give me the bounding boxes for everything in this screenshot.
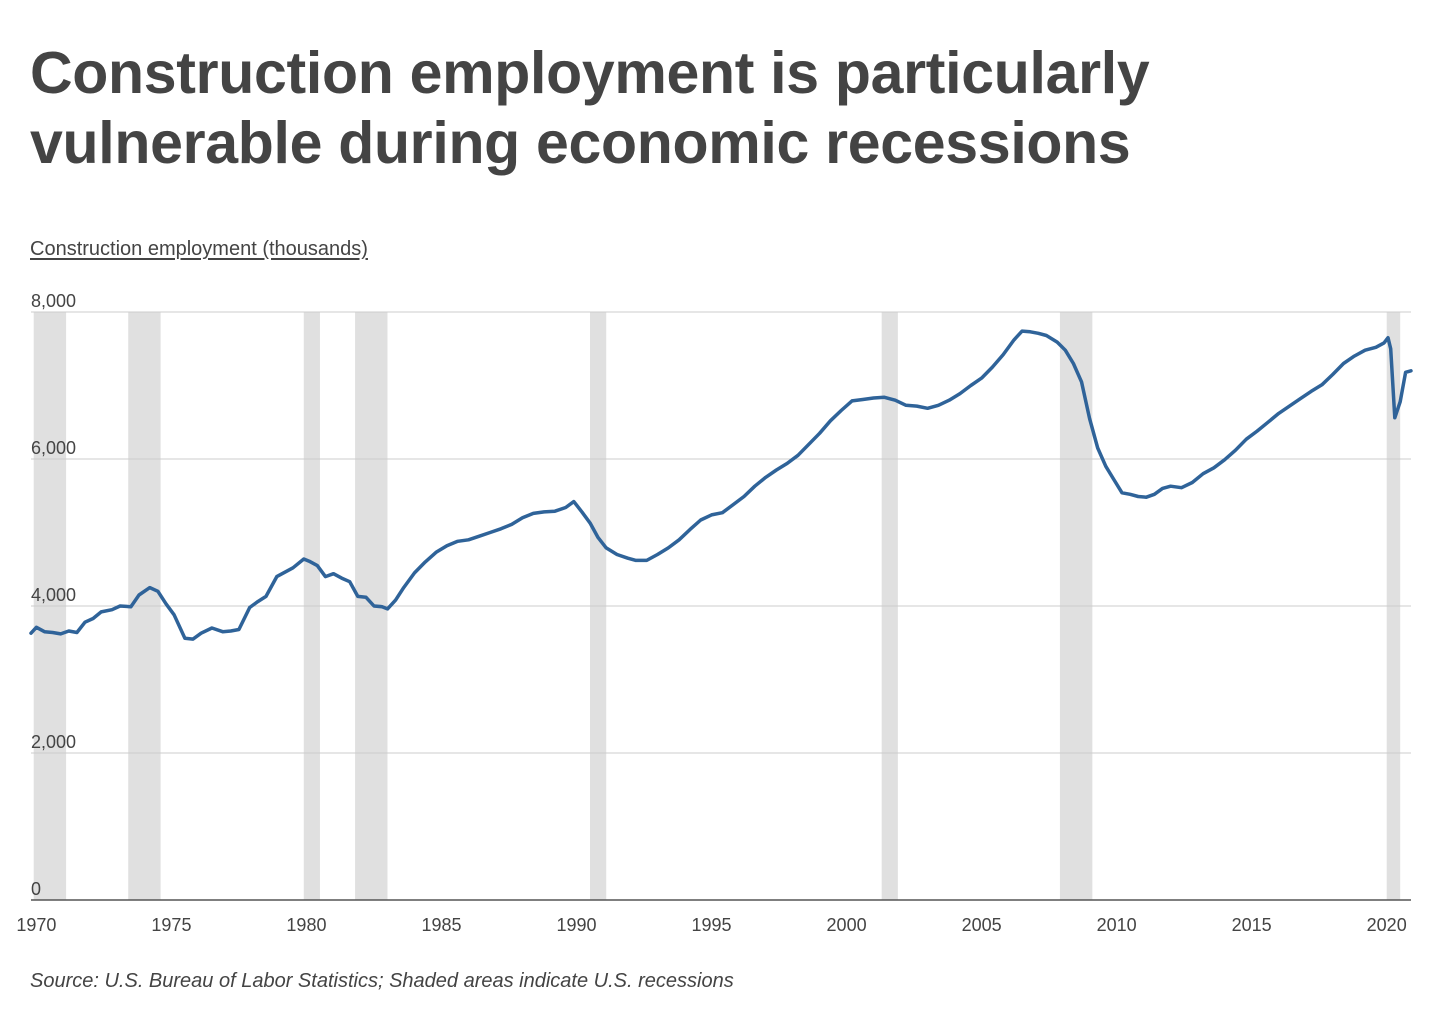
series-layer xyxy=(29,329,1413,641)
x-tick-label: 1995 xyxy=(692,915,732,935)
y-tick-labels-layer: 0 2,000 4,000 6,000 8,000 xyxy=(31,291,76,899)
gridlines-layer xyxy=(31,311,1411,901)
x-tick-labels-layer: 1970 1975 1980 1985 1990 1995 2000 2005 2010 2015… xyxy=(16,915,1406,935)
x-tick-label: 2015 xyxy=(1232,915,1272,935)
x-tick-label: 2020 xyxy=(1367,915,1407,935)
chart-title: Construction employment is particularly … xyxy=(30,40,1150,176)
x-tick-label: 1970 xyxy=(16,915,56,935)
x-tick-label: 2000 xyxy=(827,915,867,935)
series-line xyxy=(29,329,1413,641)
x-tick-label: 1975 xyxy=(151,915,191,935)
source-note: Source: U.S. Bureau of Labor Statistics;… xyxy=(30,970,734,992)
y-tick-label: 0 xyxy=(31,879,41,899)
y-tick-label: 4,000 xyxy=(31,585,76,605)
y-axis-title: Construction employment (thousands) xyxy=(30,238,368,260)
x-tick-label: 2010 xyxy=(1097,915,1137,935)
y-tick-label: 6,000 xyxy=(31,438,76,458)
x-tick-label: 1985 xyxy=(421,915,461,935)
x-tick-label: 1990 xyxy=(556,915,596,935)
y-tick-label: 2,000 xyxy=(31,732,76,752)
x-tick-label: 1980 xyxy=(286,915,326,935)
y-tick-label: 8,000 xyxy=(31,291,76,311)
x-tick-label: 2005 xyxy=(962,915,1002,935)
